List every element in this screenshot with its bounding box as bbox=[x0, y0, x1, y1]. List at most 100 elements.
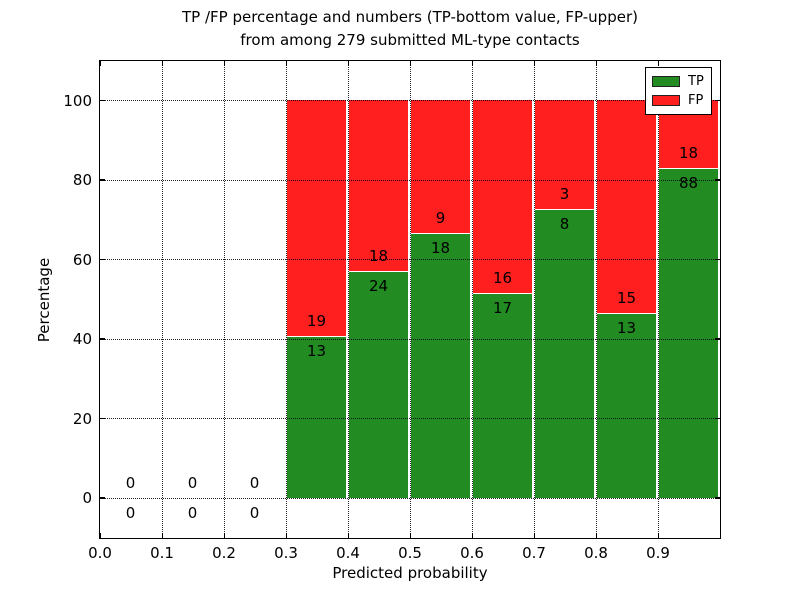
v-gridline bbox=[161, 60, 163, 538]
y-tick-mark bbox=[714, 338, 720, 340]
x-tick-mark bbox=[471, 532, 473, 538]
x-tick-label: 0.1 bbox=[150, 544, 174, 562]
x-tick-mark bbox=[161, 532, 163, 538]
x-tick-mark bbox=[223, 532, 225, 538]
v-gridline bbox=[409, 60, 411, 538]
x-tick-mark bbox=[409, 60, 411, 66]
v-gridline bbox=[595, 60, 597, 538]
tp-count-label: 8 bbox=[559, 214, 570, 233]
bar-segment-fp bbox=[349, 100, 408, 271]
y-tick-mark bbox=[714, 497, 720, 499]
fp-count-label: 18 bbox=[368, 246, 389, 265]
x-tick-mark bbox=[471, 60, 473, 66]
x-tick-mark bbox=[657, 532, 659, 538]
bar-segment-tp bbox=[473, 292, 532, 498]
y-tick-mark bbox=[99, 99, 105, 101]
bar-segment-fp bbox=[473, 100, 532, 293]
chart-title-line1: TP /FP percentage and numbers (TP-bottom… bbox=[182, 8, 638, 26]
v-gridline bbox=[347, 60, 349, 538]
x-tick-mark bbox=[595, 532, 597, 538]
y-axis-label: Percentage bbox=[35, 257, 53, 343]
fp-count-label: 0 bbox=[125, 473, 136, 492]
y-tick-label: 60 bbox=[72, 250, 92, 269]
y-tick-mark bbox=[714, 258, 720, 260]
tp-count-label: 0 bbox=[249, 503, 260, 522]
y-tick-mark bbox=[99, 258, 105, 260]
y-tick-label: 80 bbox=[72, 171, 92, 190]
v-gridline bbox=[223, 60, 225, 538]
y-tick-mark bbox=[99, 497, 105, 499]
fp-count-label: 15 bbox=[616, 289, 637, 308]
y-tick-mark bbox=[714, 179, 720, 181]
bar-segment-tp bbox=[287, 336, 346, 498]
x-tick-mark bbox=[409, 532, 411, 538]
x-tick-label: 0.6 bbox=[460, 544, 484, 562]
x-tick-mark bbox=[347, 532, 349, 538]
x-tick-mark bbox=[533, 60, 535, 66]
x-tick-label: 0.2 bbox=[212, 544, 236, 562]
y-tick-mark bbox=[99, 338, 105, 340]
bar-segment-tp bbox=[411, 232, 470, 498]
x-tick-mark bbox=[657, 60, 659, 66]
y-tick-mark bbox=[714, 417, 720, 419]
tp-color-swatch bbox=[652, 76, 680, 87]
legend: TP FP bbox=[645, 67, 712, 115]
tp-count-label: 0 bbox=[187, 503, 198, 522]
fp-count-label: 16 bbox=[492, 268, 513, 287]
v-gridline bbox=[285, 60, 287, 538]
bar-segment-tp bbox=[535, 208, 594, 498]
x-tick-mark bbox=[223, 60, 225, 66]
fp-count-label: 3 bbox=[559, 184, 570, 203]
bar-segment-tp bbox=[659, 167, 718, 498]
v-gridline bbox=[471, 60, 473, 538]
y-tick-mark bbox=[99, 179, 105, 181]
x-tick-label: 0.7 bbox=[522, 544, 546, 562]
tp-count-label: 17 bbox=[492, 298, 513, 317]
bar-segment-fp bbox=[287, 100, 346, 337]
tp-count-label: 13 bbox=[616, 319, 637, 338]
fp-count-label: 18 bbox=[678, 143, 699, 162]
fp-count-label: 0 bbox=[249, 473, 260, 492]
x-tick-label: 0.4 bbox=[336, 544, 360, 562]
y-tick-label: 20 bbox=[72, 409, 92, 428]
legend-label-fp: FP bbox=[688, 93, 704, 108]
bar-segment-tp bbox=[597, 313, 656, 498]
x-tick-mark bbox=[99, 60, 101, 66]
fp-color-swatch bbox=[652, 95, 680, 106]
x-axis-label: Predicted probability bbox=[332, 564, 488, 582]
y-tick-label: 40 bbox=[72, 330, 92, 349]
legend-label-tp: TP bbox=[688, 74, 704, 89]
y-tick-label: 100 bbox=[63, 91, 92, 110]
fp-count-label: 9 bbox=[435, 208, 446, 227]
bar-segment-fp bbox=[411, 100, 470, 233]
bar-segment-fp bbox=[535, 100, 594, 209]
y-tick-mark bbox=[714, 99, 720, 101]
x-tick-mark bbox=[347, 60, 349, 66]
y-tick-label: 0 bbox=[82, 489, 92, 508]
tp-count-label: 88 bbox=[678, 173, 699, 192]
x-tick-mark bbox=[285, 532, 287, 538]
x-tick-label: 0.0 bbox=[88, 544, 112, 562]
y-tick-mark bbox=[99, 417, 105, 419]
x-tick-mark bbox=[99, 532, 101, 538]
tp-count-label: 18 bbox=[430, 238, 451, 257]
x-tick-mark bbox=[595, 60, 597, 66]
x-tick-label: 0.5 bbox=[398, 544, 422, 562]
tp-count-label: 13 bbox=[306, 342, 327, 361]
v-gridline bbox=[657, 60, 659, 538]
chart-title: TP /FP percentage and numbers (TP-bottom… bbox=[90, 6, 730, 52]
tp-count-label: 0 bbox=[125, 503, 136, 522]
x-tick-label: 0.9 bbox=[646, 544, 670, 562]
x-tick-label: 0.3 bbox=[274, 544, 298, 562]
plot-area: 0 0 0 0 0 0 19 13 18 24 9 18 16 17 3 8 15 13 18 88 bbox=[98, 59, 721, 539]
x-tick-mark bbox=[285, 60, 287, 66]
legend-row-fp: FP bbox=[652, 91, 705, 110]
legend-row-tp: TP bbox=[652, 72, 705, 91]
fp-count-label: 19 bbox=[306, 312, 327, 331]
x-tick-label: 0.8 bbox=[584, 544, 608, 562]
fp-count-label: 0 bbox=[187, 473, 198, 492]
x-tick-mark bbox=[533, 532, 535, 538]
bar-segment-fp bbox=[597, 100, 656, 314]
x-tick-mark bbox=[161, 60, 163, 66]
